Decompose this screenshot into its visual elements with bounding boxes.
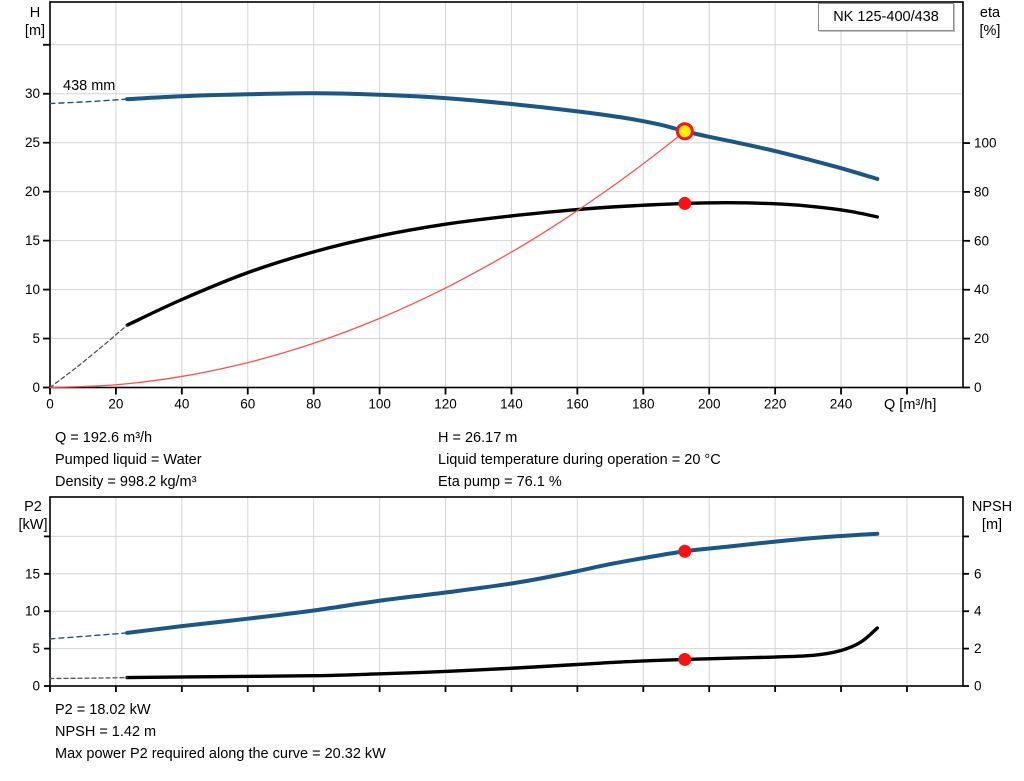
right-tick-label: 0 (974, 380, 982, 395)
p2-axis-title-line2: [kW] (18, 517, 48, 533)
info-eta: Eta pump = 76.1 % (438, 474, 562, 490)
info-liquid: Pumped liquid = Water (55, 452, 202, 468)
left-tick-label: 30 (25, 86, 40, 101)
right-axis-title-line1: eta (979, 5, 1001, 21)
x-tick-label: 160 (566, 397, 589, 412)
impeller-diameter-label: 438 mm (63, 78, 116, 94)
x-tick-label: 180 (632, 397, 655, 412)
right-tick-label: 4 (974, 604, 982, 619)
left-tick-label: 5 (32, 641, 40, 656)
right-tick-label: 80 (974, 184, 989, 199)
p2-curve-extension (49, 632, 128, 640)
info-density: Density = 998.2 kg/m³ (55, 474, 197, 490)
duty-point (675, 122, 694, 141)
left-tick-label: 0 (32, 679, 40, 694)
right-tick-label: 6 (974, 566, 982, 581)
right-axis-title-npsh: NPSH [m] (962, 498, 1022, 534)
left-tick-label: 20 (25, 184, 40, 199)
p2-curve (125, 531, 880, 635)
x-tick-label: 20 (108, 397, 123, 412)
x-tick-label: 240 (830, 397, 853, 412)
x-tick-label: 220 (764, 397, 787, 412)
hq-eta-chart: 0 20 40 60 80 100 120 140 160 180 200 220 2400510152… (25, 1, 997, 412)
right-tick-label: 0 (974, 679, 982, 694)
pump-model-box: NK 125-400/438 (818, 3, 954, 31)
plot-border (49, 1, 964, 389)
left-axis-title-h: H [m] (12, 4, 58, 40)
p2-npsh-chart: 0 5 10 15 0 2 4 6 (25, 496, 982, 694)
pump-model-label: NK 125-400/438 (833, 9, 939, 25)
p2-axis-title-line1: P2 (24, 499, 42, 515)
left-tick-label: 25 (25, 135, 40, 150)
npsh-curve-extension (49, 676, 128, 680)
x-tick-label: 80 (306, 397, 321, 412)
left-tick-label: 0 (32, 380, 40, 395)
left-tick-label: 15 (25, 233, 40, 248)
left-tick-label: 15 (25, 566, 40, 581)
right-tick-label: 2 (974, 641, 982, 656)
x-axis-title: Q [m³/h] (884, 397, 937, 413)
head-curve-extension (49, 98, 128, 105)
x-tick-label: 120 (434, 397, 457, 412)
eta-point (678, 196, 692, 210)
left-tick-label: 10 (25, 604, 40, 619)
eta-curve (125, 200, 879, 327)
info-npsh: NPSH = 1.42 m (55, 724, 157, 740)
left-tick-label: 10 (25, 282, 40, 297)
eta-curve-extension (49, 324, 128, 389)
left-axis-title-line1: H (29, 5, 41, 21)
left-axis-title-line2: [m] (24, 23, 46, 39)
info-q: Q = 192.6 m³/h (55, 430, 153, 446)
right-tick-label: 40 (974, 282, 989, 297)
x-tick-label: 100 (368, 397, 391, 412)
head-curve (125, 91, 880, 181)
x-tick-label: 140 (500, 397, 523, 412)
npsh-curve (125, 626, 879, 680)
right-tick-label: 100 (974, 136, 997, 151)
system-curve (49, 130, 686, 389)
plot-border (49, 496, 964, 687)
right-tick-label: 60 (974, 233, 989, 248)
info-maxpower: Max power P2 required along the curve = … (55, 746, 386, 762)
npsh-point (678, 652, 692, 666)
left-tick-label: 5 (32, 331, 40, 346)
info-temp: Liquid temperature during operation = 20… (438, 452, 721, 468)
x-tick-label: 60 (240, 397, 255, 412)
npsh-axis-title-line1: NPSH (971, 499, 1013, 515)
right-axis-title-eta: eta [%] (964, 4, 1016, 40)
npsh-axis-title-line2: [m] (981, 517, 1003, 533)
x-tick-label: 200 (698, 397, 721, 412)
info-p2: P2 = 18.02 kW (55, 702, 151, 718)
info-h: H = 26.17 m (438, 430, 518, 446)
x-tick-label: 0 (46, 397, 54, 412)
right-axis-title-line2: [%] (979, 23, 1001, 39)
p2-point (678, 544, 692, 558)
right-tick-label: 20 (974, 331, 989, 346)
x-tick-label: 40 (174, 397, 189, 412)
left-axis-title-p2: P2 [kW] (8, 498, 58, 534)
